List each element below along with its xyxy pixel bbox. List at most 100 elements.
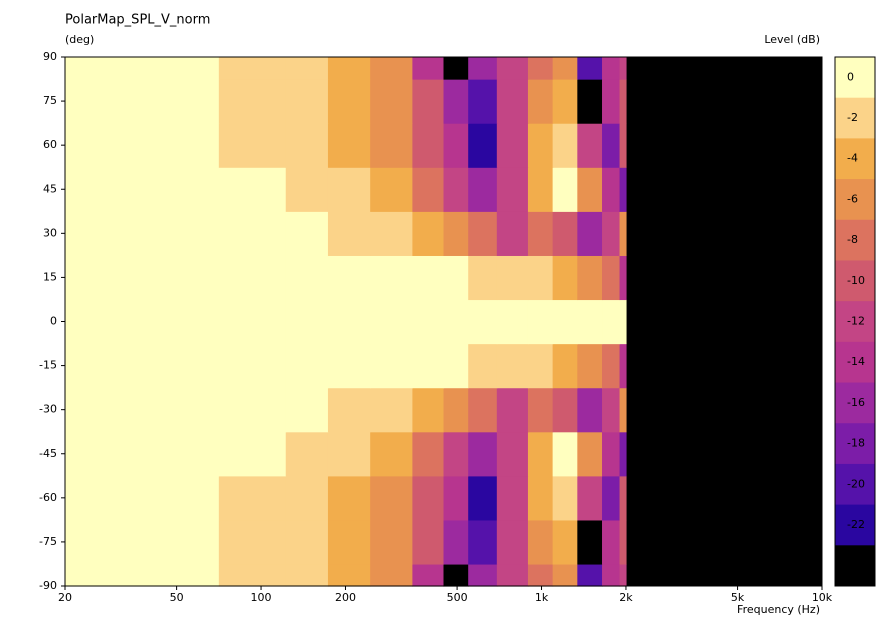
heat-cell: [285, 299, 329, 345]
heat-cell: [577, 343, 603, 389]
heat-cell: [285, 255, 329, 301]
heat-cell: [218, 167, 287, 212]
heat-cell: [527, 57, 554, 80]
heat-cell: [619, 519, 627, 565]
heat-cell: [619, 563, 627, 587]
heat-cell: [327, 387, 371, 433]
heat-cell: [496, 255, 529, 301]
heat-cell: [412, 57, 445, 80]
heat-cell: [619, 431, 627, 477]
heat-cell: [577, 167, 603, 212]
heat-cell: [218, 387, 287, 433]
colorbar-label: -22: [847, 518, 865, 531]
heat-cell: [218, 563, 287, 587]
heat-cell: [120, 563, 220, 587]
heat-cell: [527, 475, 554, 521]
y-tick-label: 0: [50, 315, 57, 328]
heat-cell: [602, 79, 621, 124]
heat-cell: [285, 431, 329, 477]
heat-cell: [443, 519, 469, 565]
heat-cell: [577, 387, 603, 433]
heat-cell: [468, 431, 498, 477]
x-tick-label: 500: [447, 591, 468, 604]
heat-cell: [619, 79, 627, 124]
heat-cell: [552, 57, 578, 80]
heat-cell: [65, 475, 122, 521]
colorbar-label: -12: [847, 315, 865, 328]
heat-cell: [602, 211, 621, 256]
heat-cell: [527, 431, 554, 477]
heat-cell: [370, 167, 413, 212]
heat-cell: [443, 167, 469, 212]
heat-cell: [443, 255, 469, 301]
heat-cell: [120, 255, 220, 301]
heat-cell: [577, 431, 603, 477]
heat-cell: [468, 563, 498, 587]
colorbar-label: 0: [847, 70, 854, 83]
heat-cell: [552, 431, 578, 477]
heat-cell: [496, 57, 529, 80]
colorbar-label: Level (dB): [764, 33, 820, 46]
y-tick-label: 90: [43, 50, 57, 63]
colorbar-label: -16: [847, 396, 865, 409]
heat-cell: [370, 255, 413, 301]
heat-cell: [370, 57, 413, 80]
heat-cell: [412, 387, 445, 433]
colorbar-swatch: [835, 545, 875, 587]
heat-cell: [443, 299, 469, 345]
heat-cell: [65, 79, 122, 124]
heat-cell: [527, 255, 554, 301]
colorbar-label: -24: [847, 559, 865, 572]
heat-cell: [218, 475, 287, 521]
heat-cell: [527, 167, 554, 212]
heat-cell: [527, 211, 554, 256]
heat-cell: [602, 519, 621, 565]
heat-cell: [496, 167, 529, 212]
heat-cell: [496, 343, 529, 389]
colorbar-border: [834, 56, 876, 587]
heat-cell: [327, 211, 371, 256]
heat-cell: [327, 475, 371, 521]
heat-cell: [527, 563, 554, 587]
heat-cell: [65, 211, 122, 256]
heat-cell: [496, 387, 529, 433]
heat-cell: [527, 79, 554, 124]
heat-cell: [602, 387, 621, 433]
heat-cell: [120, 387, 220, 433]
heat-cell: [552, 519, 578, 565]
heat-cell: [602, 343, 621, 389]
heat-cell: [327, 563, 371, 587]
colorbar-label: -4: [847, 152, 858, 165]
x-tick-label: 10k: [812, 591, 833, 604]
heat-cell: [218, 123, 287, 168]
heat-cell: [65, 123, 122, 168]
heat-cell: [577, 79, 603, 124]
heat-cell: [443, 431, 469, 477]
y-tick-label: -75: [39, 535, 57, 548]
colorbar-label: -6: [847, 192, 858, 205]
x-axis-label: Frequency (Hz): [737, 603, 820, 616]
heat-cell: [443, 57, 469, 80]
heat-cell: [602, 431, 621, 477]
y-tick-label: 60: [43, 138, 57, 151]
heat-cell: [552, 343, 578, 389]
heat-cell: [443, 211, 469, 256]
colorbar-swatch: [835, 138, 875, 180]
heat-cell: [602, 299, 621, 345]
heat-cell: [327, 299, 371, 345]
heat-cell: [285, 211, 329, 256]
heat-cell: [412, 343, 445, 389]
heat-cell: [602, 123, 621, 168]
heat-cell: [120, 519, 220, 565]
colorbar-label: -2: [847, 111, 858, 124]
heat-cell: [285, 123, 329, 168]
chart-title: PolarMap_SPL_V_norm: [65, 13, 210, 28]
colorbar-label: -18: [847, 437, 865, 450]
heat-cell: [496, 211, 529, 256]
heat-cell: [552, 387, 578, 433]
colorbar-swatch: [835, 219, 875, 261]
heat-cell: [285, 167, 329, 212]
heat-cell: [577, 563, 603, 587]
heat-cell: [468, 79, 498, 124]
heat-cell: [496, 519, 529, 565]
